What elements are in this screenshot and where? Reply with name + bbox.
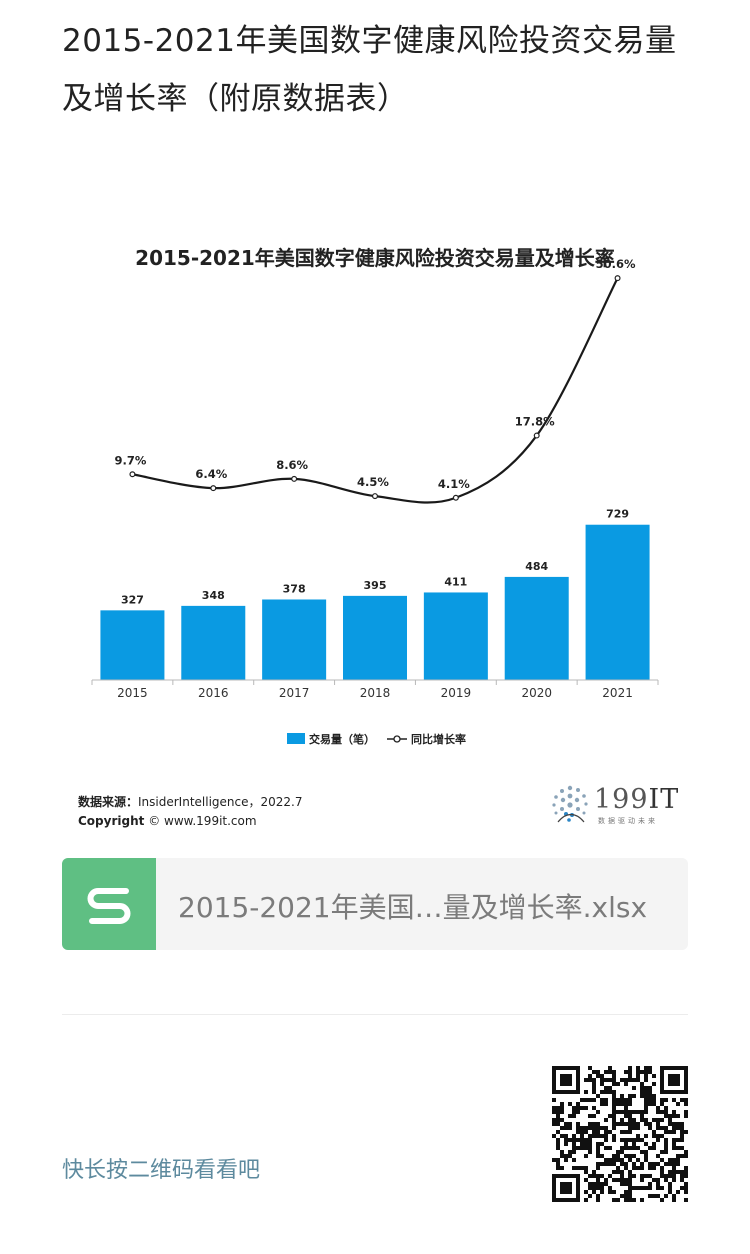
legend-bar-label: 交易量（笔） bbox=[309, 732, 375, 746]
qr-hint-text: 快长按二维码看看吧 bbox=[62, 1158, 261, 1183]
bar-2017 bbox=[262, 599, 327, 680]
spreadsheet-s-icon bbox=[62, 858, 156, 950]
rate-label: 17.8% bbox=[515, 415, 555, 429]
line-point-2017 bbox=[291, 475, 298, 482]
bar-value-label: 395 bbox=[364, 579, 387, 592]
line-point-2018 bbox=[372, 493, 379, 500]
legend: 交易量（笔） 同比增长率 bbox=[287, 732, 466, 746]
rate-label: 4.1% bbox=[438, 477, 470, 491]
brand-name: 199IT bbox=[594, 784, 680, 815]
line-point-2015 bbox=[129, 471, 136, 478]
bar-value-label: 327 bbox=[121, 593, 144, 606]
rate-label: 4.5% bbox=[357, 475, 389, 489]
copyright-text: © www.199it.com bbox=[148, 814, 257, 828]
x-tick-label: 2020 bbox=[521, 686, 552, 700]
line-point-2019 bbox=[452, 494, 459, 501]
x-tick-label: 2019 bbox=[441, 686, 472, 700]
line-point-2016 bbox=[210, 485, 217, 492]
x-tick-label: 2015 bbox=[117, 686, 148, 700]
bar-2021 bbox=[585, 524, 650, 680]
bar-value-label: 484 bbox=[525, 560, 548, 573]
copyright-label: Copyright bbox=[78, 814, 145, 828]
legend-line-label: 同比增长率 bbox=[411, 732, 466, 746]
x-tick-label: 2021 bbox=[602, 686, 633, 700]
x-tick-label: 2017 bbox=[279, 686, 310, 700]
bar-2020 bbox=[504, 576, 569, 680]
source-text: InsiderIntelligence，2022.7 bbox=[138, 795, 303, 809]
rate-label: 50.6% bbox=[596, 257, 636, 271]
brand-dots-icon bbox=[552, 785, 588, 823]
brand-logo: 199IT 数据驱动未来 bbox=[548, 780, 678, 830]
divider bbox=[62, 1014, 688, 1015]
bar-value-label: 729 bbox=[606, 508, 629, 521]
bar-2019 bbox=[423, 592, 488, 680]
legend-bar-swatch bbox=[287, 733, 305, 744]
line-point-2021 bbox=[614, 275, 621, 282]
rate-label: 6.4% bbox=[195, 467, 227, 481]
page-title: 2015-2021年美国数字健康风险投资交易量及增长率（附原数据表） bbox=[62, 23, 677, 117]
x-tick-label: 2018 bbox=[360, 686, 391, 700]
rate-label: 9.7% bbox=[114, 453, 146, 467]
attachment-filename[interactable]: 2015-2021年美国…量及增长率.xlsx bbox=[178, 891, 648, 924]
legend-line-marker bbox=[393, 735, 401, 743]
brand-tagline: 数据驱动未来 bbox=[598, 817, 658, 825]
bar-value-label: 378 bbox=[283, 582, 306, 595]
chart-image: 2015-2021年美国数字健康风险投资交易量及增长率 327 348 378 395… bbox=[62, 225, 688, 845]
line-point-2020 bbox=[533, 432, 540, 439]
bar-2018 bbox=[343, 595, 407, 680]
source-block: 数据来源：InsiderIntelligence，2022.7 Copyrigh… bbox=[78, 793, 303, 831]
x-tick-label: 2016 bbox=[198, 686, 229, 700]
rate-label: 8.6% bbox=[276, 458, 308, 472]
chart-title: 2015-2021年美国数字健康风险投资交易量及增长率 bbox=[135, 246, 615, 270]
chart-svg: 2015-2021年美国数字健康风险投资交易量及增长率 327 348 378 395… bbox=[91, 246, 659, 746]
attachment-card[interactable]: 2015-2021年美国…量及增长率.xlsx bbox=[62, 858, 688, 950]
qr-code-icon[interactable] bbox=[552, 1066, 688, 1202]
bar-2016 bbox=[181, 605, 246, 680]
source-label: 数据来源： bbox=[78, 795, 139, 809]
bar-value-label: 411 bbox=[444, 575, 467, 588]
bar-2015 bbox=[100, 610, 165, 680]
bar-value-label: 348 bbox=[202, 589, 225, 602]
